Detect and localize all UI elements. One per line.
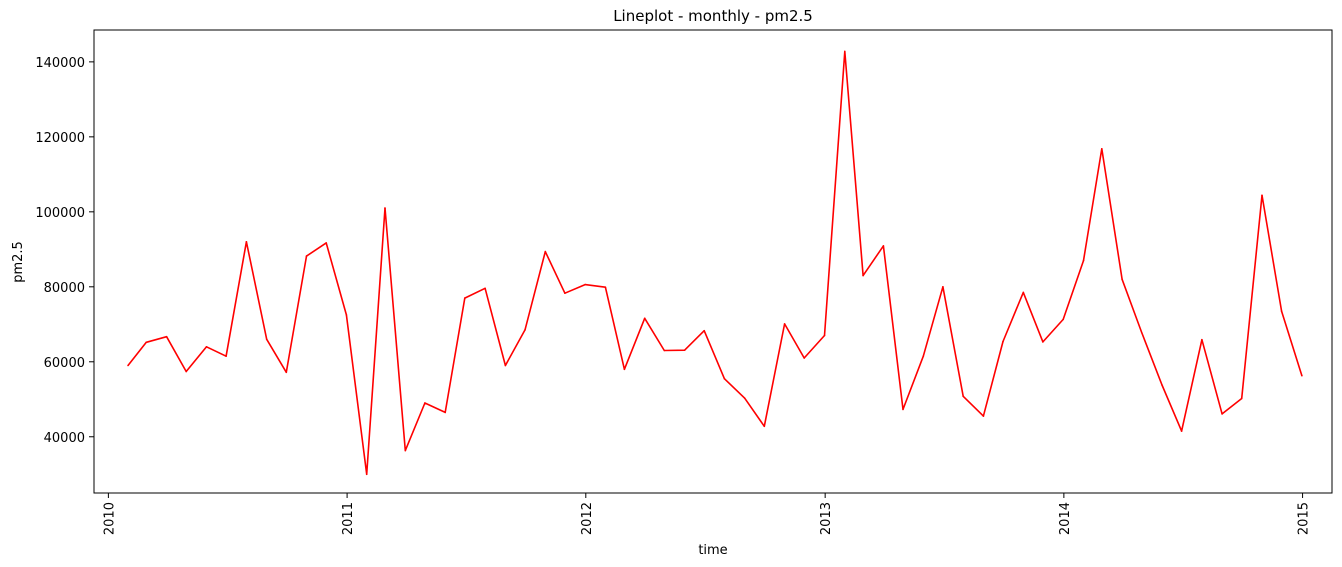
data-point [285, 371, 288, 374]
y-axis-label: pm2.5 [11, 241, 26, 283]
data-point [404, 449, 407, 452]
y-axis: 40000 60000 80000 100000 120000 140000 [35, 56, 94, 446]
data-point [205, 346, 208, 348]
data-point [564, 292, 566, 295]
series-line-pm2.5 [127, 50, 1303, 476]
data-point [823, 334, 826, 337]
x-tick-label: 2012 [580, 502, 595, 535]
data-point [982, 415, 985, 417]
x-tick-label: 2013 [819, 502, 834, 535]
data-point [444, 411, 447, 414]
data-point [165, 335, 168, 338]
data-point [1082, 259, 1085, 262]
data-point [882, 245, 885, 247]
data-point [962, 395, 964, 398]
data-point [464, 297, 466, 299]
data-point [663, 349, 666, 352]
data-point [942, 286, 944, 288]
data-point [623, 368, 626, 371]
data-point [683, 349, 686, 352]
data-point [384, 207, 386, 209]
data-point [1161, 384, 1163, 386]
data-point [1121, 278, 1123, 281]
y-tick-label: 60000 [44, 356, 85, 371]
data-point [544, 250, 547, 253]
data-point [922, 355, 925, 358]
y-tick-label: 140000 [35, 56, 85, 71]
data-point [1261, 194, 1263, 197]
data-point [1240, 397, 1243, 400]
data-point [245, 241, 248, 243]
data-point [1022, 291, 1025, 294]
data-point [265, 338, 268, 341]
data-point [803, 357, 805, 359]
data-point [902, 408, 904, 411]
y-tick-label: 80000 [44, 281, 85, 296]
data-point [1280, 310, 1283, 313]
x-tick-label: 2015 [1297, 502, 1312, 535]
data-point [1201, 338, 1203, 341]
plot-area [93, 29, 1333, 494]
data-point [504, 364, 507, 367]
data-point [424, 402, 426, 404]
data-point [844, 50, 846, 53]
x-tick-label: 2010 [102, 502, 117, 535]
data-point [127, 364, 129, 367]
data-point [305, 255, 308, 257]
data-point [1301, 374, 1303, 377]
data-point [604, 286, 607, 289]
series-points [127, 50, 1303, 476]
data-point [1221, 413, 1223, 415]
y-tick-label: 120000 [35, 131, 85, 146]
data-point [703, 329, 705, 332]
data-point [783, 323, 786, 325]
data-point [325, 242, 328, 244]
data-point [484, 287, 486, 290]
x-axis: 2010 2011 2012 2013 2014 2015 [102, 493, 1312, 535]
data-point [723, 377, 726, 380]
x-tick-label: 2011 [341, 502, 356, 535]
data-point [524, 329, 526, 331]
data-point [1042, 341, 1044, 343]
data-point [1101, 148, 1103, 150]
data-point [145, 341, 148, 344]
data-point [862, 274, 864, 277]
data-point [763, 425, 766, 428]
data-point [345, 314, 348, 316]
data-point [185, 370, 187, 373]
data-point [584, 283, 586, 286]
data-point [643, 317, 646, 320]
data-point [1180, 430, 1183, 432]
data-point [1002, 340, 1004, 343]
y-tick-label: 40000 [44, 431, 85, 446]
x-axis-label: time [698, 543, 727, 558]
chart-title: Lineplot - monthly - pm2.5 [613, 7, 813, 25]
x-tick-label: 2014 [1058, 502, 1073, 535]
data-point [225, 355, 227, 358]
y-tick-label: 100000 [35, 206, 85, 221]
data-point [1062, 318, 1064, 321]
data-point [365, 473, 368, 476]
data-point [1140, 331, 1143, 334]
data-point [743, 397, 746, 400]
